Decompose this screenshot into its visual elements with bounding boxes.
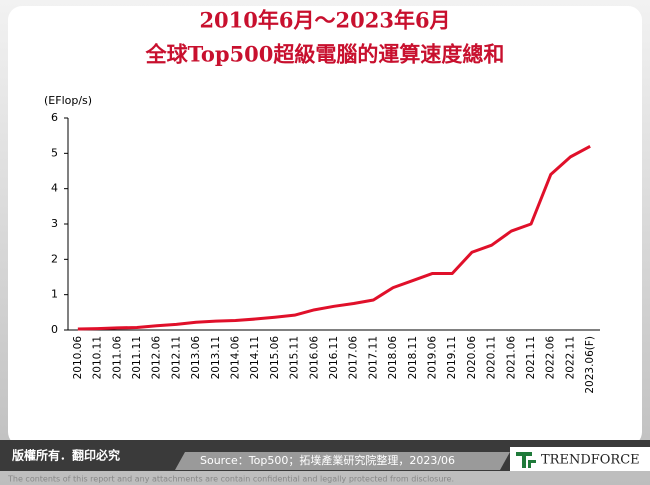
- x-tick-label: 2013.11: [210, 336, 222, 379]
- x-tick-label: 2012.11: [170, 336, 182, 379]
- y-tick-label: 5: [51, 146, 58, 159]
- logo-bg: [510, 447, 650, 471]
- x-tick-label: 2011.11: [131, 336, 143, 379]
- card: [8, 6, 642, 446]
- source-stripe: [175, 452, 510, 470]
- x-tick-label: 2018.11: [407, 336, 419, 379]
- x-tick-label: 2020.06: [466, 336, 478, 380]
- y-tick-label: 2: [51, 252, 58, 265]
- chart-subtitle: 全球Top500超級電腦的運算速度總和: [145, 42, 505, 67]
- x-tick-label: 2023.06(F): [584, 336, 596, 394]
- y-tick-label: 6: [51, 111, 58, 124]
- y-tick-label: 4: [51, 182, 58, 195]
- x-tick-label: 2010.06: [72, 336, 84, 380]
- x-tick-label: 2019.11: [446, 336, 458, 379]
- source: Source：Top500；拓墣產業研究院整理，2023/06: [200, 453, 455, 467]
- x-tick-label: 2019.06: [427, 336, 439, 380]
- rights: 版權所有．翻印必究: [12, 448, 120, 463]
- x-tick-label: 2017.06: [348, 336, 360, 380]
- x-tick-label: 2010.11: [92, 336, 104, 379]
- x-tick-label: 2013.06: [190, 336, 202, 380]
- x-tick-label: 2022.06: [545, 336, 557, 380]
- x-tick-label: 2020.11: [486, 336, 498, 379]
- x-tick-label: 2011.06: [111, 336, 123, 380]
- x-tick-label: 2016.11: [328, 336, 340, 379]
- x-tick-label: 2022.11: [564, 336, 576, 379]
- x-tick-label: 2017.11: [367, 336, 379, 379]
- y-axis-label: (EFlop/s): [44, 94, 92, 107]
- x-tick-label: 2021.11: [525, 336, 537, 379]
- x-tick-label: 2015.11: [289, 336, 301, 379]
- y-tick-label: 3: [51, 217, 58, 230]
- logo-icon: [516, 452, 536, 468]
- x-tick-label: 2021.06: [505, 336, 517, 380]
- x-tick-label: 2014.11: [249, 336, 261, 379]
- chart-title: 2010年6月～2023年6月: [199, 8, 450, 33]
- y-tick-label: 0: [51, 323, 58, 336]
- disclaimer: The contents of this report and any atta…: [7, 475, 454, 484]
- x-tick-label: 2014.06: [229, 336, 241, 380]
- series-line: [77, 144, 591, 331]
- x-tick-label: 2016.06: [308, 336, 320, 380]
- x-tick-label: 2015.06: [269, 336, 281, 380]
- x-tick-label: 2018.06: [387, 336, 399, 380]
- logo: TRENDFORCE: [541, 453, 640, 468]
- plot: 0 1 2 3 4 5 6 2010.06 2010.11 2011.06 2011.11 2012.…: [51, 111, 600, 394]
- x-tick-label: 2012.06: [151, 336, 163, 380]
- y-tick-label: 1: [51, 288, 58, 301]
